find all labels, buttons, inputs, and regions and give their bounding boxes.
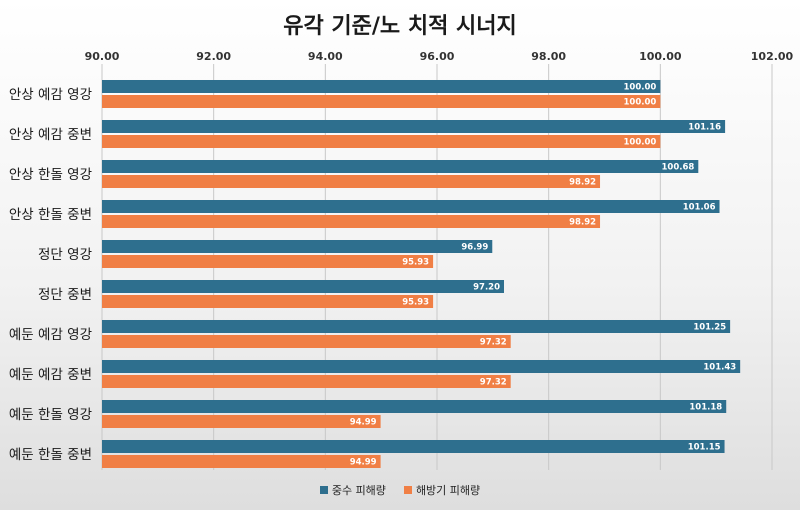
data-label: 100.68 (661, 163, 694, 173)
data-label: 98.92 (569, 178, 596, 188)
data-label: 94.99 (350, 418, 377, 428)
data-label: 96.99 (461, 243, 488, 253)
legend-item-series-2: 해방기 피해량 (403, 482, 481, 498)
bar-series-2 (102, 335, 511, 348)
category-label: 안상 예감 중변 (9, 127, 92, 143)
bar-series-1 (102, 120, 726, 133)
category-label: 안상 예감 영강 (9, 87, 92, 103)
data-label: 94.99 (350, 458, 377, 468)
data-label: 100.00 (624, 138, 657, 148)
bar-series-1 (102, 360, 741, 373)
category-label: 안상 한돌 영강 (9, 167, 92, 183)
legend-item-series-1: 중수 피해량 (319, 482, 386, 498)
bar-series-2 (102, 135, 661, 148)
bar-chart: 90.00 92.00 94.00 96.00 98.00 100.00 102.00 안상 … (9, 50, 794, 470)
data-label: 101.18 (689, 403, 722, 413)
data-label: 101.16 (688, 123, 721, 133)
legend-label-series-2: 해방기 피해량 (415, 484, 481, 497)
legend: 중수 피해량 해방기 피해량 (0, 482, 800, 498)
bar-series-1 (102, 440, 725, 453)
chart-title: 유각 기준/노 치적 시너지 (283, 14, 517, 39)
data-label: 95.93 (402, 298, 429, 308)
data-label: 97.32 (480, 378, 507, 388)
x-tick-label: 98.00 (531, 50, 566, 63)
data-label: 101.25 (693, 323, 726, 333)
bar-series-2 (102, 255, 434, 268)
bar-series-1 (102, 160, 699, 173)
data-label: 97.32 (480, 338, 507, 348)
bar-series-1 (102, 200, 720, 213)
data-label: 101.15 (688, 443, 721, 453)
bar-series-1 (102, 320, 731, 333)
x-tick-label: 102.00 (751, 50, 794, 63)
bar-series-2 (102, 175, 601, 188)
bar-series-1 (102, 240, 493, 253)
data-label: 95.93 (402, 258, 429, 268)
bar-series-2 (102, 455, 381, 468)
category-label: 예둔 예감 영강 (9, 327, 92, 343)
category-label: 정단 영강 (38, 247, 92, 263)
category-label: 예둔 예감 중변 (9, 367, 92, 383)
data-label: 101.06 (683, 203, 716, 213)
bar-series-1 (102, 400, 727, 413)
bar-series-2 (102, 95, 661, 108)
x-tick-label: 100.00 (639, 50, 682, 63)
data-label: 98.92 (569, 218, 596, 228)
bar-series-2 (102, 295, 434, 308)
data-label: 101.43 (703, 363, 736, 373)
data-label: 100.00 (624, 83, 657, 93)
data-label: 97.20 (473, 283, 500, 293)
x-tick-label: 92.00 (196, 50, 231, 63)
category-label: 안상 한돌 중변 (9, 207, 92, 223)
bar-series-2 (102, 375, 511, 388)
x-tick-label: 94.00 (308, 50, 343, 63)
x-tick-label: 90.00 (85, 50, 120, 63)
bar-series-2 (102, 215, 601, 228)
legend-swatch-series-1 (319, 486, 328, 494)
category-label: 정단 중변 (38, 287, 92, 303)
bar-series-1 (102, 280, 504, 293)
category-label: 예둔 한돌 영강 (9, 407, 92, 423)
x-tick-label: 96.00 (420, 50, 455, 63)
category-label: 예둔 한돌 중변 (9, 447, 92, 463)
bar-series-2 (102, 415, 381, 428)
legend-label-series-1: 중수 피해량 (331, 484, 386, 497)
bar-series-1 (102, 80, 661, 93)
legend-swatch-series-2 (403, 486, 412, 494)
data-label: 100.00 (624, 98, 657, 108)
